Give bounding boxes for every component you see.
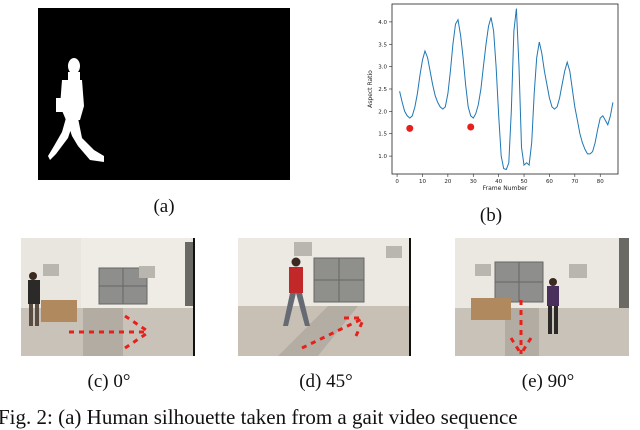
panel-c-caption: (c) 0°: [87, 371, 131, 392]
x-tick-label: 30: [470, 179, 477, 185]
y-tick-label: 3.0: [378, 65, 387, 71]
chart-frame: [391, 3, 619, 175]
panel-a-caption: (a): [153, 196, 175, 217]
x-tick-label: 80: [597, 179, 604, 185]
gait-photo-0-degree: [21, 238, 195, 356]
y-tick-label: 2.0: [378, 109, 387, 115]
y-tick-label: 2.5: [378, 87, 387, 93]
walking-person-silhouette: [48, 58, 104, 162]
gait-photo-45-degree: [238, 238, 411, 356]
x-tick-label: 70: [571, 179, 578, 185]
figure-caption: Fig. 2: (a) Human silhouette taken from …: [0, 405, 518, 429]
silhouette-figure: [48, 58, 104, 162]
y-tick-label: 1.0: [378, 154, 387, 160]
y-tick-label: 4.0: [378, 20, 387, 26]
y-axis-label: Aspect Ratio: [367, 70, 374, 108]
x-tick-label: 10: [419, 179, 426, 185]
x-tick-label: 60: [546, 179, 553, 185]
x-tick-label: 50: [521, 179, 528, 185]
x-axis-label: Frame Number: [483, 185, 528, 192]
red-marker-point: [406, 124, 414, 132]
panel-b-caption: (b): [479, 205, 503, 226]
x-tick-label: 20: [444, 179, 451, 185]
x-tick-label: 0: [395, 179, 399, 185]
red-marker-point: [467, 123, 475, 131]
panel-e-caption: (e) 90°: [521, 371, 575, 392]
y-tick-label: 1.5: [378, 132, 387, 138]
aspect-ratio-chart: 0 10 20 30 40 50 60 70 80 1.0 1.5 2.0 2.5 3.0 3.5 4.0 Fr…: [367, 3, 619, 192]
silhouette-panel: [38, 8, 290, 180]
x-tick-label: 40: [495, 179, 502, 185]
y-tick-label: 3.5: [378, 42, 387, 48]
gait-photo-90-degree: [455, 238, 629, 356]
series-line: [399, 8, 614, 171]
panel-d-caption: (d) 45°: [299, 371, 353, 392]
